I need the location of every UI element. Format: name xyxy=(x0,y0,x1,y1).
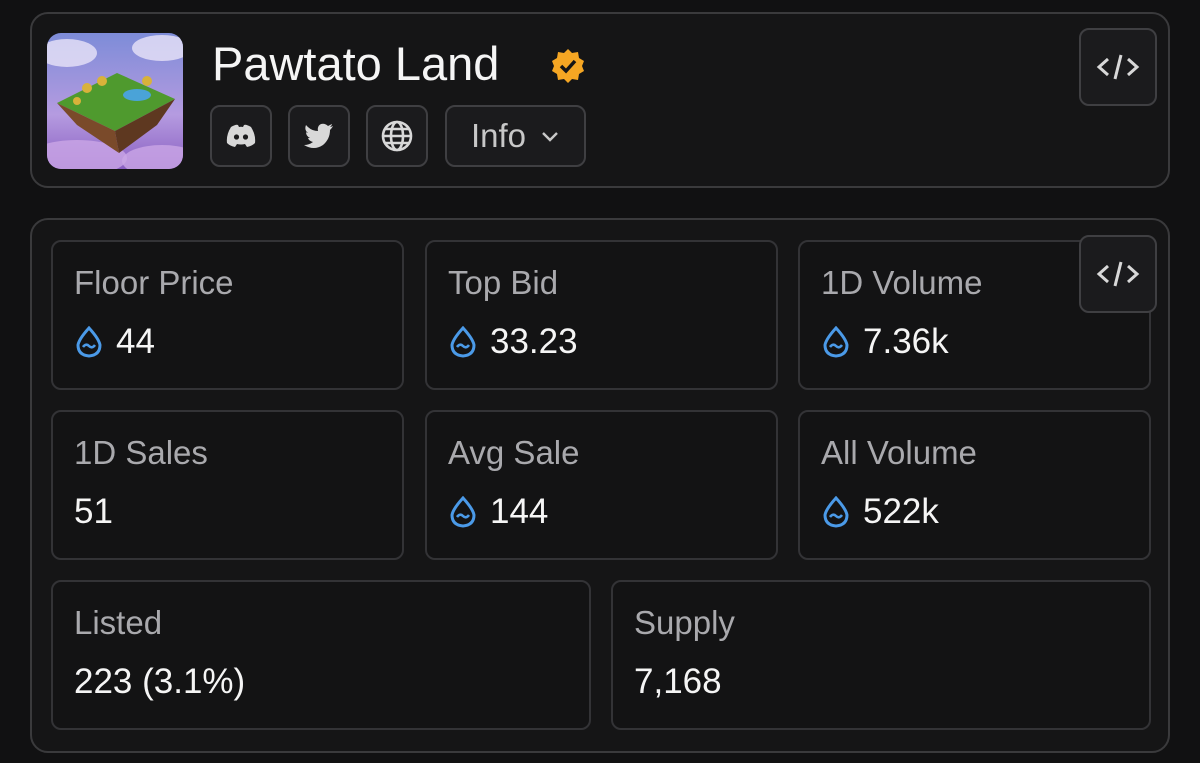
chevron-icon xyxy=(542,132,558,142)
stat-value: 7,168 xyxy=(634,662,722,701)
stat-cell: All Volume 522k xyxy=(798,410,1151,560)
stat-value: 223 (3.1%) xyxy=(74,662,246,701)
stat-value: 144 xyxy=(490,492,549,531)
stat-cell: Listed 223 (3.1%) xyxy=(51,580,591,730)
verified-badge xyxy=(552,49,584,83)
sui-icon xyxy=(450,326,476,358)
stat-label: Supply xyxy=(634,604,735,641)
stat-value: 44 xyxy=(116,322,155,361)
stat-value-row: 51 xyxy=(74,492,113,532)
stat-label: 1D Sales xyxy=(74,434,208,471)
collection-title: Pawtato Land xyxy=(212,37,500,90)
stat-label: Listed xyxy=(74,604,163,641)
discord-button[interactable] xyxy=(210,105,272,167)
stat-label: Top Bid xyxy=(448,264,559,301)
stat-value: 522k xyxy=(863,492,939,531)
embed-button[interactable] xyxy=(1079,28,1157,106)
stat-cell: Avg Sale 144 xyxy=(425,410,778,560)
globe-icon xyxy=(381,120,413,152)
stat-value: 33.23 xyxy=(490,322,578,361)
stat-value-row: 223 (3.1%) xyxy=(74,662,245,702)
code-icon xyxy=(1096,54,1140,80)
stat-label: 1D Volume xyxy=(821,264,983,301)
collection-image xyxy=(47,33,183,169)
sui-icon xyxy=(823,496,849,528)
stat-value: 7.36k xyxy=(863,322,949,361)
header-card: Pawtato Land Info xyxy=(30,12,1170,188)
embed-button[interactable] xyxy=(1079,235,1157,313)
discord-icon xyxy=(226,124,256,147)
stat-label: Avg Sale xyxy=(448,434,580,471)
twitter-button[interactable] xyxy=(288,105,350,167)
stat-value-row: 33.23 xyxy=(448,322,578,362)
stat-label: Floor Price xyxy=(74,264,234,301)
twitter-icon xyxy=(304,123,333,148)
stat-cell: Floor Price 44 xyxy=(51,240,404,390)
stat-label: All Volume xyxy=(821,434,977,471)
stat-value-row: 7,168 xyxy=(634,662,722,702)
stat-value-row: 522k xyxy=(821,492,939,532)
code-icon xyxy=(1096,261,1140,287)
stat-cell: Supply 7,168 xyxy=(611,580,1151,730)
stats-card: Floor Price 44 Top Bid 33.23 1D Volume 7.36k 1… xyxy=(30,218,1170,753)
stat-value-row: 44 xyxy=(74,322,155,362)
info-label: Info xyxy=(470,117,527,154)
sui-icon xyxy=(823,326,849,358)
stat-cell: 1D Sales 51 xyxy=(51,410,404,560)
stat-value-row: 7.36k xyxy=(821,322,949,362)
sui-icon xyxy=(76,326,102,358)
info-button[interactable]: Info xyxy=(445,105,586,167)
stat-cell: Top Bid 33.23 xyxy=(425,240,778,390)
stat-value-row: 144 xyxy=(448,492,548,532)
website-button[interactable] xyxy=(366,105,428,167)
sui-icon xyxy=(450,496,476,528)
stat-value: 51 xyxy=(74,492,113,531)
